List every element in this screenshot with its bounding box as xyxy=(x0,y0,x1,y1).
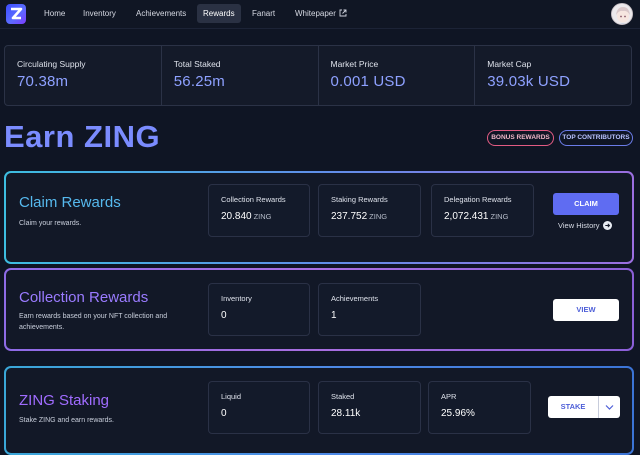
metric-achievements: Achievements 1 xyxy=(318,283,421,336)
nav-whitepaper-label: Whitepaper xyxy=(295,9,336,18)
card-title: Claim Rewards xyxy=(19,194,121,211)
metric-label: APR xyxy=(441,392,457,401)
chevron-down-icon xyxy=(605,405,614,410)
metric-number: 20.840 xyxy=(221,211,252,222)
stat-market-price: Market Price 0.001 USD xyxy=(319,46,476,105)
claim-button[interactable]: CLAIM xyxy=(553,193,619,215)
metric-delegation-rewards: Delegation Rewards 2,072.431 ZING xyxy=(431,184,534,237)
external-link-icon xyxy=(339,5,347,24)
metric-value: 237.752 ZING xyxy=(331,211,420,222)
stat-label: Circulating Supply xyxy=(17,59,86,69)
user-avatar[interactable] xyxy=(611,3,633,25)
metric-label: Collection Rewards xyxy=(221,195,286,204)
metric-label: Inventory xyxy=(221,294,252,303)
stat-value: 39.03k USD xyxy=(487,73,571,90)
card-description: Earn rewards based on your NFT collectio… xyxy=(19,313,168,331)
metric-value: 0 xyxy=(221,310,227,321)
nav-fanart[interactable]: Fanart xyxy=(252,9,276,18)
claim-rewards-card: Claim Rewards Claim your rewards. Collec… xyxy=(4,171,634,264)
metric-value: 1 xyxy=(331,310,337,321)
metric-unit: ZING xyxy=(253,212,272,221)
metric-label: Delegation Rewards xyxy=(444,195,512,204)
metric-unit: ZING xyxy=(369,212,388,221)
stat-market-cap: Market Cap 39.03k USD xyxy=(475,46,631,105)
card-title: ZING Staking xyxy=(19,392,110,409)
view-button[interactable]: VIEW xyxy=(553,299,619,321)
stake-dropdown-toggle[interactable] xyxy=(599,396,620,418)
card-description: Stake ZING and earn rewards. xyxy=(19,417,114,424)
stat-circulating-supply: Circulating Supply 70.38m xyxy=(5,46,162,105)
stat-value: 56.25m xyxy=(173,73,225,90)
nav-achievements[interactable]: Achievements xyxy=(136,9,187,18)
card-title: Collection Rewards xyxy=(19,289,149,306)
metric-label: Liquid xyxy=(221,392,242,401)
metric-liquid: Liquid 0 xyxy=(208,381,310,434)
top-navbar: Home Inventory Achievements Rewards Fana… xyxy=(0,0,640,29)
metric-number: 237.752 xyxy=(331,211,368,222)
z-logo-icon[interactable] xyxy=(6,4,26,24)
metric-unit: ZING xyxy=(490,212,509,221)
token-stats-panel: Circulating Supply 70.38m Total Staked 5… xyxy=(4,45,632,106)
stat-label: Market Cap xyxy=(487,59,532,69)
metric-inventory: Inventory 0 xyxy=(208,283,310,336)
metric-value: 20.840 ZING xyxy=(221,211,309,222)
metric-label: Achievements xyxy=(331,294,379,303)
metric-value: 25.96% xyxy=(441,408,475,419)
page-title: Earn ZING xyxy=(4,119,161,154)
top-contributors-button[interactable]: TOP CONTRIBUTORS xyxy=(559,130,633,146)
metric-collection-rewards: Collection Rewards 20.840 ZING xyxy=(208,184,310,237)
metric-apr: APR 25.96% xyxy=(428,381,531,434)
view-history-link[interactable]: View History xyxy=(558,221,612,230)
metric-staking-rewards: Staking Rewards 237.752 ZING xyxy=(318,184,421,237)
stat-value: 0.001 USD xyxy=(330,73,406,90)
metric-staked: Staked 28.11k xyxy=(318,381,421,434)
collection-rewards-card: Collection Rewards Earn rewards based on… xyxy=(4,268,634,351)
stat-total-staked: Total Staked 56.25m xyxy=(162,46,319,105)
nav-inventory[interactable]: Inventory xyxy=(83,9,116,18)
nav-whitepaper[interactable]: Whitepaper xyxy=(289,4,353,23)
metric-value: 28.11k xyxy=(331,408,361,419)
view-history-label: View History xyxy=(558,221,600,230)
stat-value: 70.38m xyxy=(17,73,69,90)
metric-number: 2,072.431 xyxy=(444,211,489,222)
card-description: Claim your rewards. xyxy=(19,220,82,227)
metric-value: 2,072.431 ZING xyxy=(444,211,533,222)
nav-home[interactable]: Home xyxy=(44,9,66,18)
metric-label: Staked xyxy=(331,392,355,401)
bonus-rewards-button[interactable]: BONUS REWARDS xyxy=(487,130,554,146)
stat-label: Market Price xyxy=(330,59,379,69)
metric-value: 0 xyxy=(221,408,227,419)
nav-rewards[interactable]: Rewards xyxy=(197,4,241,23)
stat-label: Total Staked xyxy=(173,59,221,69)
stake-button[interactable]: STAKE xyxy=(548,396,599,418)
arrow-right-circle-icon xyxy=(602,221,612,230)
metric-label: Staking Rewards xyxy=(331,195,388,204)
zing-staking-card: ZING Staking Stake ZING and earn rewards… xyxy=(4,366,634,455)
